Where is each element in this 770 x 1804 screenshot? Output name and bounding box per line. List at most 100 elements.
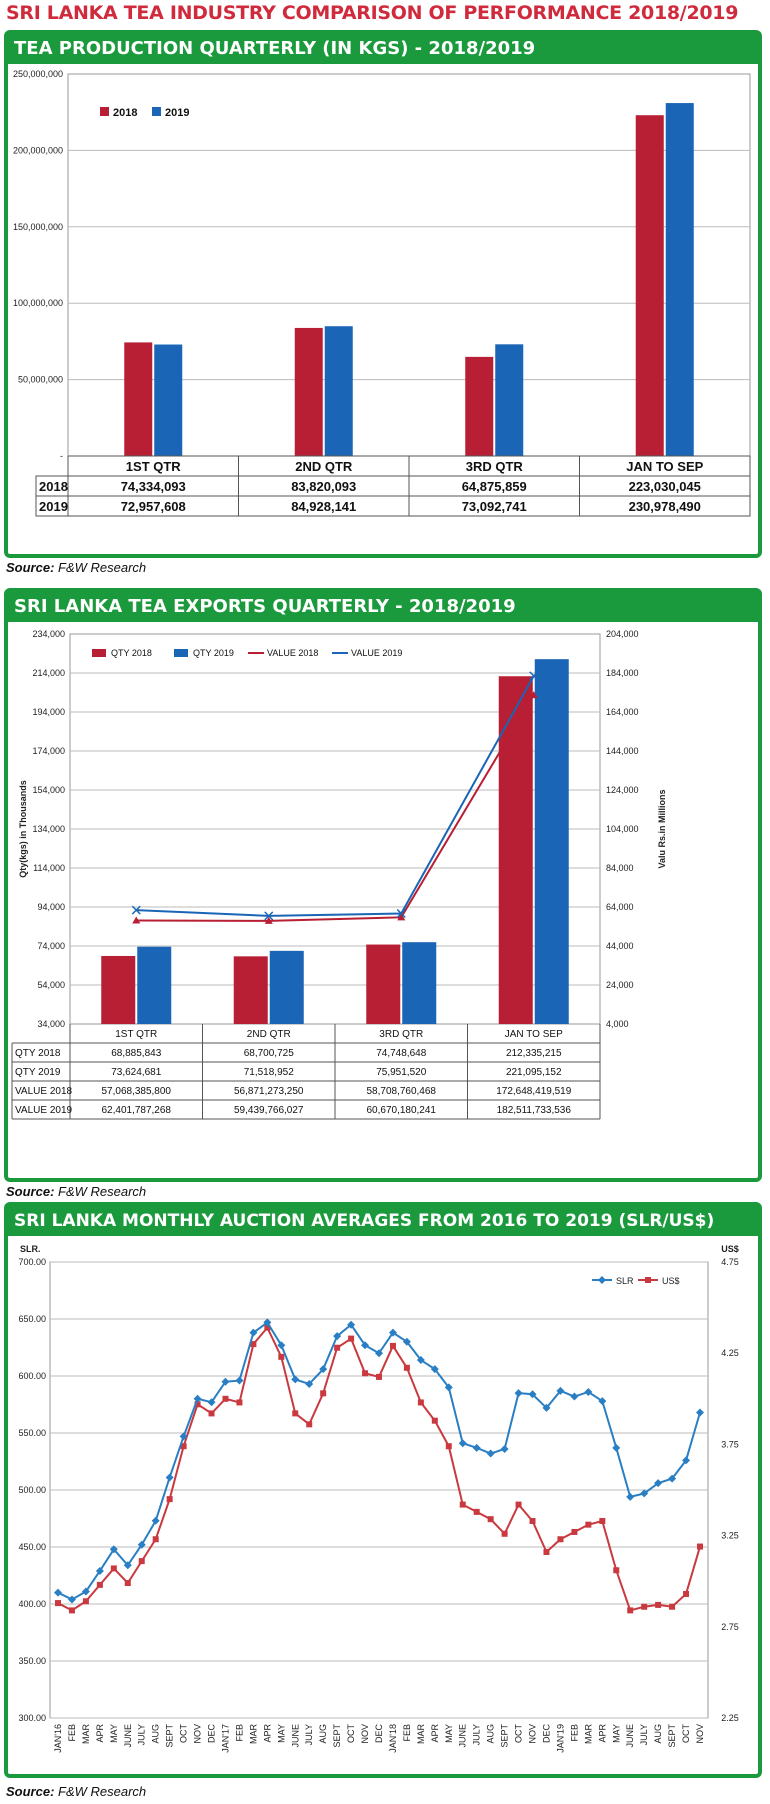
marker-SLR — [95, 1566, 104, 1575]
x-tick-label: MAR — [248, 1724, 258, 1745]
y-axis-label: Qty(kgs) in Thousands — [18, 780, 28, 878]
y-tick-label: 650.00 — [18, 1314, 46, 1324]
marker-SLR — [500, 1444, 509, 1453]
marker-US$ — [292, 1410, 299, 1417]
legend-label: 2019 — [165, 107, 189, 119]
marker-US$ — [697, 1543, 703, 1550]
bar-2018-3 — [465, 356, 494, 456]
exports-chart: 34,000 4,000 54,000 24,000 74,000 44,000 94,00… — [11, 629, 667, 1120]
legend-swatch — [92, 649, 106, 657]
y-tick-label: 234,000 — [32, 629, 65, 639]
y-tick-label: 34,000 — [37, 1019, 65, 1029]
x-tick-label: FEB — [67, 1724, 77, 1742]
auction-panel: SRI LANKA MONTHLY AUCTION AVERAGES FROM … — [4, 1202, 762, 1778]
bar-2018-1 — [124, 342, 153, 456]
table-cell: 75,951,520 — [376, 1067, 426, 1078]
marker-US$ — [571, 1528, 578, 1535]
bar-QTY-2018-1 — [101, 955, 136, 1024]
table-row-label: QTY 2019 — [15, 1067, 61, 1078]
marker-US$ — [641, 1603, 648, 1610]
marker-US$ — [250, 1341, 257, 1348]
y2-tick-label: 204,000 — [606, 629, 639, 639]
marker-SLR — [696, 1408, 704, 1417]
marker-SLR — [137, 1540, 146, 1549]
source-text: F&W Research — [58, 1184, 147, 1199]
marker-SLR — [165, 1473, 174, 1482]
marker-SLR — [472, 1443, 481, 1452]
page-title: SRI LANKA TEA INDUSTRY COMPARISON OF PER… — [6, 2, 739, 24]
y2-tick-label: 2.75 — [721, 1622, 739, 1632]
y2-tick-label: 3.75 — [721, 1439, 739, 1449]
y-tick-label: 250,000,000 — [13, 69, 63, 79]
marker-US$ — [376, 1373, 382, 1380]
marker-US$ — [208, 1410, 215, 1417]
marker-SLR — [221, 1377, 230, 1386]
x-tick-label: SEPT — [500, 1724, 510, 1748]
x-tick-label: JAN'17 — [220, 1724, 230, 1753]
marker-SLR — [668, 1474, 677, 1483]
y-tick-label: 600.00 — [18, 1371, 46, 1381]
marker-SLR — [486, 1449, 495, 1458]
line-VALUE-2019 — [136, 675, 535, 917]
x-tick-label: SEPT — [667, 1724, 677, 1748]
table-row-label: 2019 — [39, 499, 68, 514]
line-US$ — [57, 1325, 701, 1612]
x-tick-label: NOV — [695, 1724, 705, 1744]
marker-SLR — [682, 1456, 691, 1465]
x-tick-label: APR — [597, 1724, 607, 1743]
y-tick-label: 100,000,000 — [13, 298, 63, 308]
source-text: F&W Research — [58, 1784, 147, 1799]
legend-label: QTY 2018 — [111, 648, 152, 658]
y2-tick-label: 64,000 — [606, 902, 634, 912]
line-SLR — [57, 1320, 701, 1601]
bar-QTY-2019-3 — [402, 942, 437, 1024]
table-cell: 57,068,385,800 — [101, 1086, 171, 1097]
x-tick-label: MAR — [416, 1724, 426, 1745]
x-tick-label: AUG — [653, 1724, 663, 1744]
y2-tick-label: 4.75 — [721, 1257, 739, 1267]
y-tick-label: 194,000 — [32, 707, 65, 717]
source-label: Source: — [6, 560, 55, 575]
marker-US$ — [669, 1603, 676, 1610]
legend-marker — [598, 1276, 606, 1284]
marker-US$ — [334, 1344, 341, 1351]
y2-tick-label: 104,000 — [606, 824, 639, 834]
x-tick-label: AUG — [151, 1724, 161, 1744]
x-tick-label: JAN'18 — [388, 1724, 398, 1753]
x-tick-label: AUG — [486, 1724, 496, 1744]
bar-2019-3 — [495, 344, 524, 456]
marker-SLR — [179, 1432, 188, 1441]
marker-US$ — [362, 1370, 369, 1377]
y2-tick-label: 2.25 — [721, 1713, 739, 1723]
x-tick-label: MAY — [611, 1724, 621, 1743]
marker-US$ — [473, 1508, 480, 1515]
marker-US$ — [96, 1581, 103, 1588]
y-tick-label: 550.00 — [18, 1428, 46, 1438]
marker-SLR — [430, 1365, 439, 1374]
table-cell: 72,957,608 — [121, 499, 186, 514]
x-tick-label: NOV — [193, 1724, 203, 1744]
y2-tick-label: 4.25 — [721, 1348, 739, 1358]
table-cell: 83,820,093 — [291, 479, 356, 494]
marker-SLR — [514, 1389, 523, 1398]
y2-tick-label: 184,000 — [606, 668, 639, 678]
x-tick-label: MAR — [81, 1724, 91, 1745]
marker-US$ — [459, 1501, 466, 1508]
table-cell: 230,978,490 — [629, 499, 701, 514]
x-tick-label: JAN'19 — [555, 1724, 565, 1753]
marker-value-2019 — [396, 908, 406, 919]
table-cell: 182,511,733,536 — [497, 1105, 572, 1116]
bar-2019-4 — [665, 103, 694, 456]
table-cell: 62,401,787,268 — [101, 1105, 171, 1116]
x-tick-label: MAY — [276, 1724, 286, 1743]
marker-SLR — [598, 1397, 607, 1406]
x-tick-label: DEC — [374, 1724, 384, 1744]
x-tick-label: OCT — [514, 1724, 524, 1744]
marker-SLR — [305, 1379, 314, 1388]
x-tick-label: JUNE — [123, 1724, 133, 1748]
y2-axis-label: US$ — [721, 1244, 739, 1254]
table-cell: 74,334,093 — [121, 479, 186, 494]
legend-label: SLR — [616, 1276, 634, 1286]
marker-SLR — [319, 1365, 328, 1374]
marker-SLR — [612, 1443, 621, 1452]
